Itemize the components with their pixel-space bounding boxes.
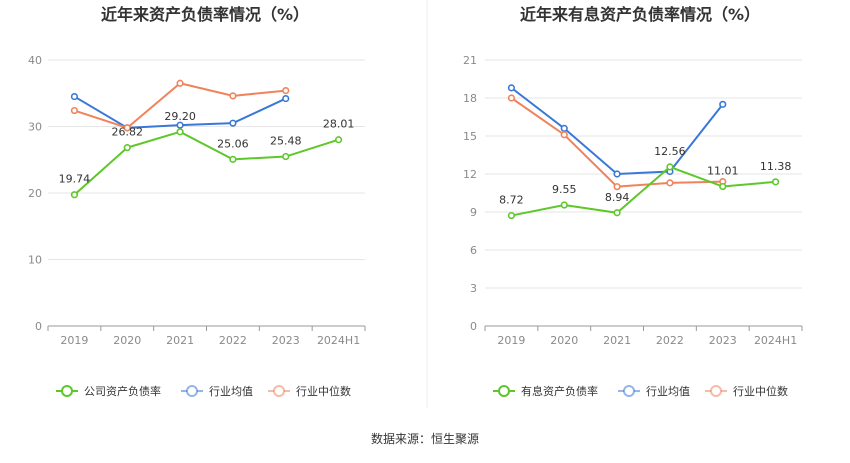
x-tick-label: 2024H1 — [754, 334, 797, 347]
data-source-note: 数据来源：恒生聚源 — [371, 431, 479, 446]
data-point-median — [666, 179, 674, 187]
legend-label: 行业均值 — [646, 385, 690, 398]
data-point-company — [560, 201, 568, 209]
chart-title: 近年来资产负债率情况（%） — [101, 5, 309, 24]
y-tick-label: 20 — [28, 187, 42, 200]
x-tick-label: 2021 — [603, 334, 631, 347]
data-point-company — [123, 144, 131, 152]
data-point-median — [282, 86, 290, 95]
x-tick-label: 2022 — [219, 334, 247, 347]
data-point-company — [176, 128, 184, 136]
legend-label: 行业中位数 — [296, 384, 351, 398]
legend-swatch-marker — [186, 385, 198, 397]
data-label: 12.56 — [654, 145, 686, 158]
legend-label: 有息资产负债率 — [521, 384, 598, 398]
data-point-company — [282, 152, 290, 161]
y-tick-label: 0 — [35, 320, 42, 333]
data-label: 11.01 — [707, 165, 739, 178]
data-point-median — [560, 131, 568, 139]
data-label: 29.20 — [164, 110, 196, 123]
data-label: 8.94 — [605, 191, 630, 204]
legend-swatch-marker — [61, 385, 73, 397]
data-point-company — [613, 209, 621, 217]
data-point-avg — [507, 84, 516, 92]
data-label: 25.48 — [270, 135, 302, 148]
data-point-avg — [613, 170, 621, 178]
data-point-median — [70, 106, 79, 115]
data-point-avg — [176, 121, 184, 129]
data-point-company — [334, 136, 343, 144]
data-point-avg — [229, 119, 237, 127]
data-point-company — [507, 211, 516, 220]
y-tick-label: 18 — [463, 92, 477, 105]
data-label: 25.06 — [217, 137, 249, 150]
data-label: 26.82 — [112, 126, 144, 139]
data-point-median — [176, 79, 184, 87]
y-tick-label: 15 — [463, 130, 477, 143]
data-point-avg — [560, 124, 568, 132]
data-point-company — [229, 155, 237, 163]
x-tick-label: 2019 — [60, 334, 88, 347]
y-tick-label: 30 — [28, 121, 42, 134]
data-point-avg — [70, 92, 79, 101]
series-line-avg — [510, 87, 724, 176]
data-point-company — [719, 182, 727, 191]
chart-debt-ratio: 近年来资产负债率情况（%） 0 10 20 30 40 2019 2020 2021 2022 2… — [28, 5, 366, 398]
data-point-company — [771, 178, 780, 186]
data-point-company — [666, 163, 674, 171]
x-tick-label: 2023 — [272, 334, 300, 347]
legend-swatch-marker — [710, 385, 722, 397]
data-point-avg — [719, 100, 727, 108]
y-tick-label: 10 — [28, 254, 42, 267]
data-label: 19.74 — [59, 173, 91, 186]
y-tick-label: 0 — [470, 320, 477, 333]
data-label: 11.38 — [760, 160, 792, 173]
data-point-median — [507, 94, 516, 102]
y-tick-label: 3 — [470, 282, 477, 295]
data-label: 28.01 — [323, 118, 355, 131]
data-label: 8.72 — [499, 194, 524, 207]
y-tick-label: 9 — [470, 206, 477, 219]
x-tick-label: 2020 — [550, 334, 578, 347]
legend-swatch-marker — [623, 385, 635, 397]
series-line-company — [73, 130, 339, 196]
y-tick-label: 6 — [470, 244, 477, 257]
x-tick-label: 2021 — [166, 334, 194, 347]
legend-swatch-marker — [498, 385, 510, 397]
legend-swatch-marker — [273, 385, 285, 397]
y-tick-label: 40 — [28, 54, 42, 67]
chart-interest-bearing-debt-ratio: 近年来有息资产负债率情况（%） 0 3 6 9 12 15 18 21 2019 2020 2021… — [463, 5, 803, 398]
chart-title: 近年来有息资产负债率情况（%） — [520, 5, 760, 24]
x-tick-label: 2020 — [113, 334, 141, 347]
data-point-company — [70, 191, 79, 199]
legend-label: 行业均值 — [209, 385, 253, 398]
data-point-median — [229, 92, 237, 100]
y-tick-label: 21 — [463, 54, 477, 67]
x-tick-label: 2019 — [497, 334, 525, 347]
data-point-avg — [282, 94, 290, 103]
y-tick-label: 12 — [463, 168, 477, 181]
x-tick-label: 2024H1 — [317, 334, 360, 347]
data-point-median — [123, 124, 131, 132]
legend-label: 行业中位数 — [733, 384, 788, 398]
x-tick-label: 2022 — [656, 334, 684, 347]
data-point-median — [613, 183, 621, 191]
legend-label: 公司资产负债率 — [84, 384, 161, 398]
x-tick-label: 2023 — [709, 334, 737, 347]
series-line-company — [511, 165, 776, 217]
data-label: 9.55 — [552, 183, 577, 196]
